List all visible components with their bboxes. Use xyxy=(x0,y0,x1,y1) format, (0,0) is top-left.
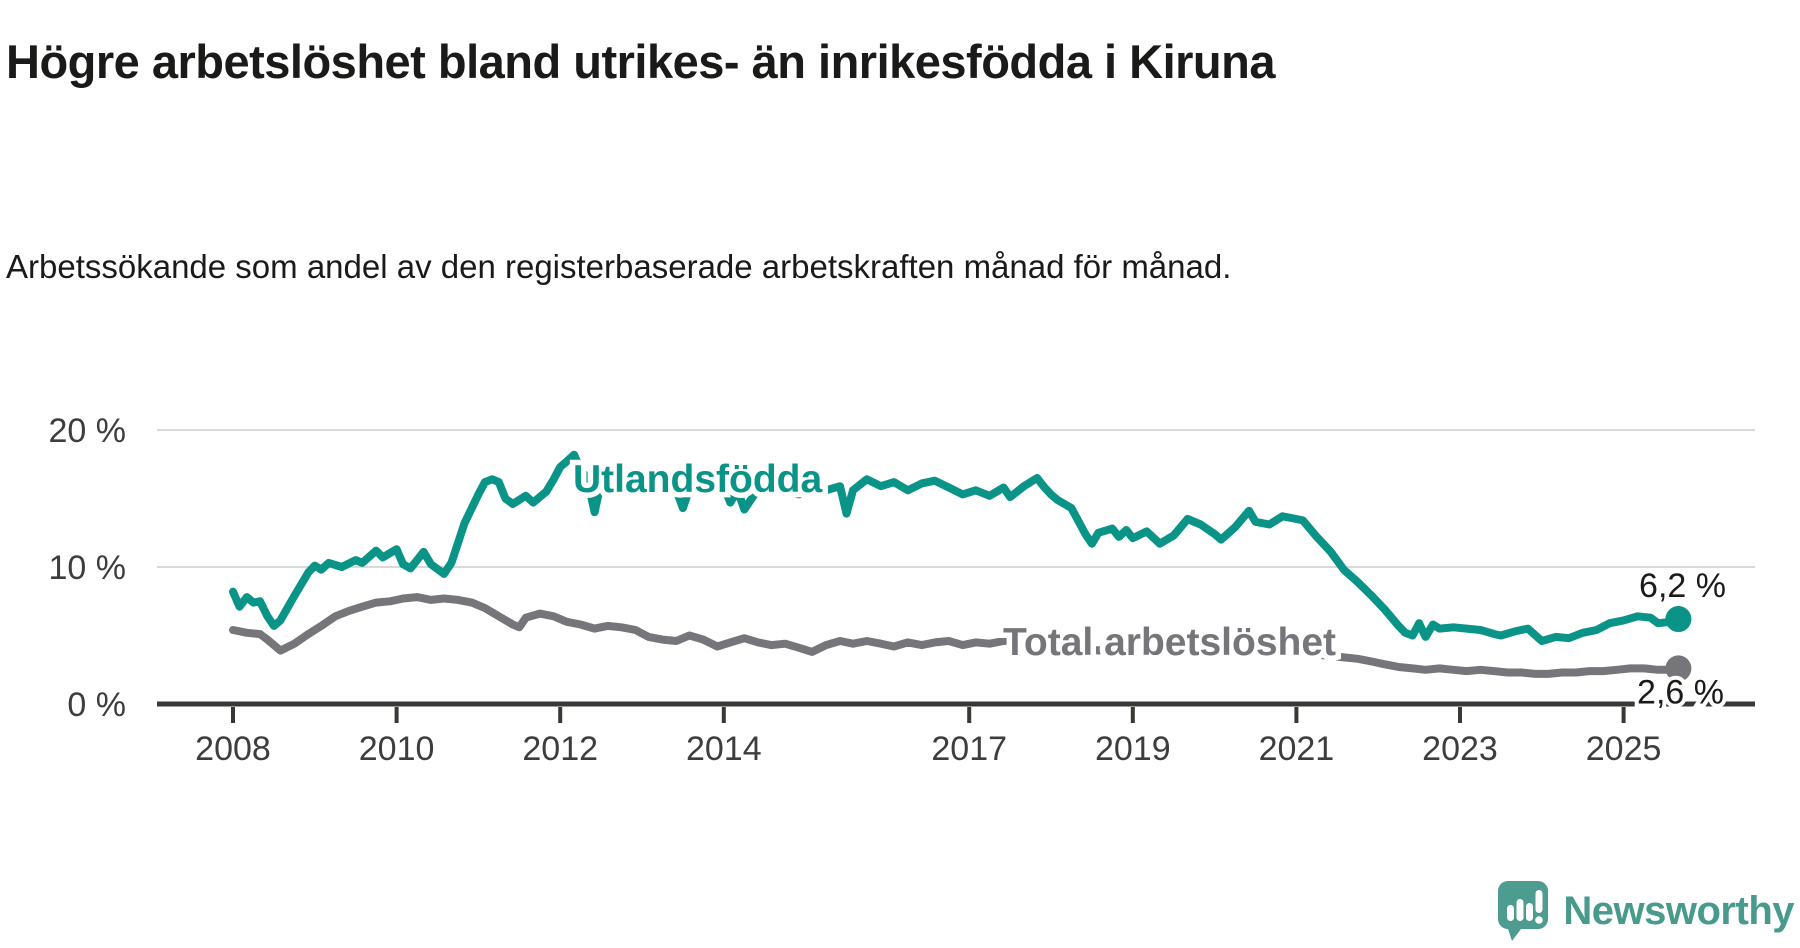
series-line-utlandsfodda xyxy=(229,450,1683,645)
end-value-label-total: 2,6 % xyxy=(1637,673,1724,711)
newsworthy-logo: Newsworthy xyxy=(1497,880,1794,942)
logo-bar-3 xyxy=(1526,903,1534,921)
end-value-label-utlandsfodda: 6,2 % xyxy=(1639,567,1726,605)
x-axis-tick-label: 2025 xyxy=(1586,730,1662,768)
series-end-dot-utlandsfodda xyxy=(1665,606,1692,633)
chart-subtitle: Arbetssökande som andel av den registerb… xyxy=(6,248,1232,285)
newsworthy-logo-text: Newsworthy xyxy=(1563,888,1794,933)
series-label-utlandsfodda: Utlandsfödda xyxy=(573,458,822,501)
y-axis-tick-label: 10 % xyxy=(49,549,127,587)
x-axis-tick-label: 2017 xyxy=(931,730,1007,768)
x-axis-tick-label: 2008 xyxy=(195,730,271,768)
logo-exclamation-bar xyxy=(1535,890,1543,913)
x-axis-tick-label: 2023 xyxy=(1422,730,1498,768)
x-axis-tick-label: 2019 xyxy=(1095,730,1171,768)
newsworthy-logo-icon xyxy=(1498,881,1549,941)
logo-bar-2 xyxy=(1516,899,1524,921)
logo-bar-1 xyxy=(1507,905,1515,921)
series-line-total xyxy=(229,593,1683,678)
logo-exclamation-dot xyxy=(1535,916,1544,924)
x-axis-tick-label: 2010 xyxy=(359,730,435,768)
y-axis-tick-label: 0 % xyxy=(67,686,126,724)
x-axis-tick-label: 2021 xyxy=(1259,730,1335,768)
series-end-dot-total xyxy=(1665,655,1692,682)
series-label-total: Total arbetslöshet xyxy=(1003,621,1336,664)
chart-title: Högre arbetslöshet bland utrikes- än inr… xyxy=(6,35,1276,89)
y-axis-tick-label: 20 % xyxy=(49,412,127,450)
x-axis-tick-label: 2012 xyxy=(522,730,598,768)
x-axis-tick-label: 2014 xyxy=(686,730,762,768)
